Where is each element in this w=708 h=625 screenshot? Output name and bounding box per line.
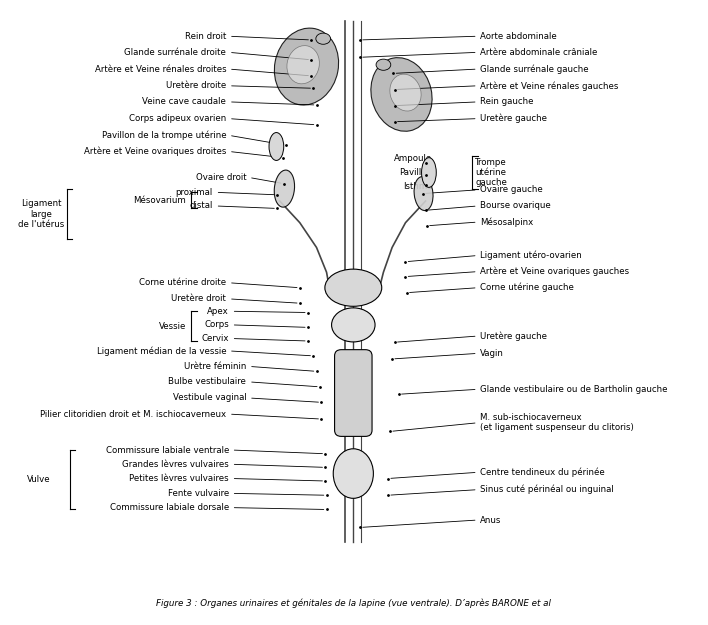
Ellipse shape: [333, 449, 373, 498]
Text: Uretère droite: Uretère droite: [166, 81, 226, 90]
Text: Trompe
utérine
gauche: Trompe utérine gauche: [475, 158, 507, 188]
Text: Grandes lèvres vulvaires: Grandes lèvres vulvaires: [122, 460, 229, 469]
Ellipse shape: [287, 46, 319, 84]
Text: Ligament utéro-ovarien: Ligament utéro-ovarien: [481, 251, 582, 260]
Text: Rein droit: Rein droit: [185, 32, 226, 41]
Text: Artère et Veine ovariques droites: Artère et Veine ovariques droites: [84, 147, 226, 156]
Text: Mésovarium: Mésovarium: [133, 196, 186, 205]
Text: Ampoule: Ampoule: [394, 154, 433, 163]
Text: Artère abdominale crâniale: Artère abdominale crâniale: [481, 48, 598, 57]
Text: Bulbe vestibulaire: Bulbe vestibulaire: [169, 378, 246, 386]
Text: Corps: Corps: [204, 321, 229, 329]
Text: Centre tendineux du périnée: Centre tendineux du périnée: [481, 468, 605, 477]
Text: Ovaire gauche: Ovaire gauche: [481, 186, 543, 194]
Text: Figure 3 : Organes urinaires et génitales de la lapine (vue ventrale). D’après B: Figure 3 : Organes urinaires et génitale…: [156, 599, 551, 608]
Ellipse shape: [274, 170, 295, 207]
Text: Petites lèvres vulvaires: Petites lèvres vulvaires: [130, 474, 229, 483]
Text: Vestibule vaginal: Vestibule vaginal: [173, 394, 246, 402]
Text: Glande vestibulaire ou de Bartholin gauche: Glande vestibulaire ou de Bartholin gauc…: [481, 385, 668, 394]
Text: Urètre féminin: Urètre féminin: [184, 362, 246, 371]
Ellipse shape: [371, 58, 432, 131]
Text: Rein gauche: Rein gauche: [481, 98, 534, 106]
Ellipse shape: [390, 74, 421, 111]
Text: Aorte abdominale: Aorte abdominale: [481, 32, 557, 41]
Text: Vagin: Vagin: [481, 349, 504, 358]
Text: Pavillon de la trompe utérine: Pavillon de la trompe utérine: [101, 131, 226, 140]
Text: Anus: Anus: [481, 516, 502, 524]
Text: Corne utérine gauche: Corne utérine gauche: [481, 283, 574, 292]
Text: Pilier clitoridien droit et M. ischiocaverneux: Pilier clitoridien droit et M. ischiocav…: [40, 409, 226, 419]
FancyBboxPatch shape: [335, 349, 372, 436]
Text: Ligament
large
de l'utérus: Ligament large de l'utérus: [18, 199, 64, 229]
Text: Corne utérine droite: Corne utérine droite: [139, 278, 226, 288]
Text: Bourse ovarique: Bourse ovarique: [481, 201, 551, 211]
Ellipse shape: [269, 132, 284, 161]
Text: Ligament médian de la vessie: Ligament médian de la vessie: [96, 346, 226, 356]
Text: Artère et Veine ovariques gauches: Artère et Veine ovariques gauches: [481, 267, 629, 276]
Text: M. sub-ischiocaverneux
(et ligament suspenseur du clitoris): M. sub-ischiocaverneux (et ligament susp…: [481, 413, 634, 432]
Text: Artère et Veine rénales gauches: Artère et Veine rénales gauches: [481, 81, 619, 91]
Text: Apex: Apex: [207, 307, 229, 316]
Ellipse shape: [376, 59, 391, 70]
Ellipse shape: [325, 269, 382, 306]
Text: Cervix: Cervix: [201, 334, 229, 343]
Ellipse shape: [414, 177, 433, 211]
Ellipse shape: [331, 308, 375, 342]
Text: Corps adipeux ovarien: Corps adipeux ovarien: [129, 114, 226, 123]
Text: Vessie: Vessie: [159, 322, 186, 331]
Text: Uretère gauche: Uretère gauche: [481, 331, 547, 341]
Text: Uretère gauche: Uretère gauche: [481, 114, 547, 123]
Text: Commissure labiale dorsale: Commissure labiale dorsale: [110, 503, 229, 512]
Text: Sinus cuté périnéal ou inguinal: Sinus cuté périnéal ou inguinal: [481, 485, 614, 494]
Text: Mésosalpinx: Mésosalpinx: [481, 217, 534, 227]
Text: Isthme: Isthme: [403, 182, 433, 191]
Text: Ovaire droit: Ovaire droit: [195, 173, 246, 182]
Text: Commissure labiale ventrale: Commissure labiale ventrale: [105, 446, 229, 454]
Ellipse shape: [316, 33, 331, 44]
Text: Veine cave caudale: Veine cave caudale: [142, 98, 226, 106]
Text: Uretère droit: Uretère droit: [171, 294, 226, 303]
Text: Vulve: Vulve: [28, 475, 51, 484]
Text: proximal: proximal: [176, 188, 213, 197]
Text: distal: distal: [190, 201, 213, 211]
Text: Glande surrénale droite: Glande surrénale droite: [125, 48, 226, 57]
Ellipse shape: [275, 28, 338, 105]
Text: Pavillon: Pavillon: [399, 168, 433, 177]
Text: Artère et Veine rénales droites: Artère et Veine rénales droites: [95, 64, 226, 74]
Text: Glande surrénale gauche: Glande surrénale gauche: [481, 64, 589, 74]
Ellipse shape: [421, 158, 436, 188]
Text: Fente vulvaire: Fente vulvaire: [168, 489, 229, 498]
